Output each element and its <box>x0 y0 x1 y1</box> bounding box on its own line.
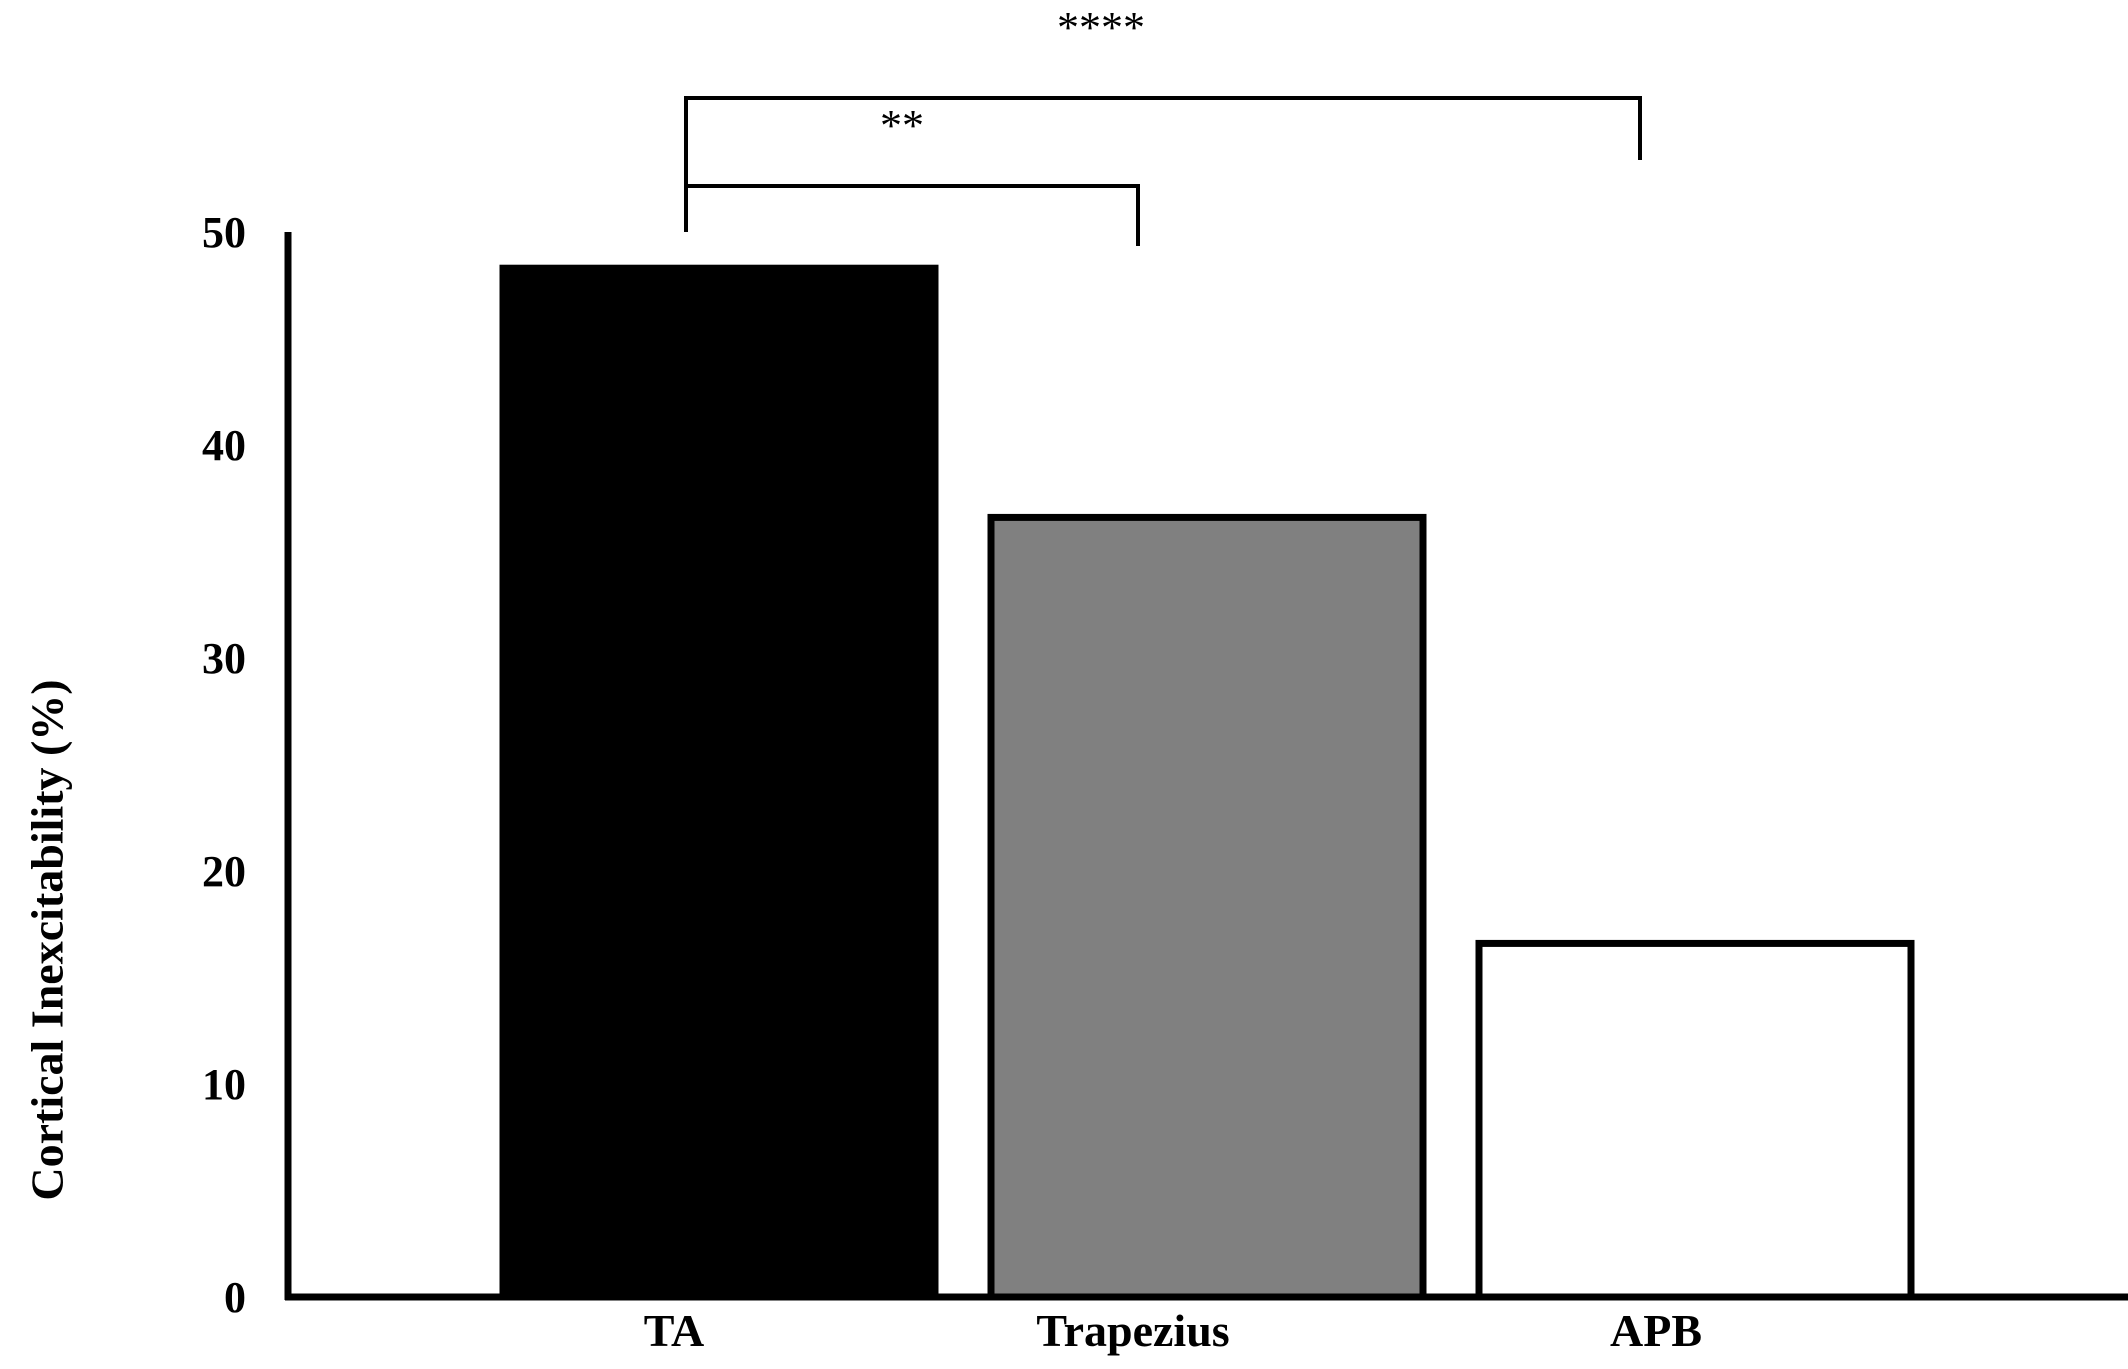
significance-bracket <box>684 96 1642 186</box>
y-tick-label: 30 <box>202 634 246 683</box>
y-axis-title: Cortical Inexcitability (%) <box>22 679 73 1200</box>
x-category-labels: TA Trapezius APB <box>644 1305 1702 1356</box>
y-tick-label: 10 <box>202 1060 246 1109</box>
y-tick-label: 0 <box>224 1273 246 1322</box>
x-category-label-trapezius: Trapezius <box>1036 1305 1229 1356</box>
y-tick-label: 20 <box>202 847 246 896</box>
significance-label: ** <box>880 101 924 150</box>
x-category-label-ta: TA <box>644 1305 705 1356</box>
significance-brackets: ****** <box>684 3 1642 246</box>
axes-layer <box>284 232 2128 1301</box>
bars-layer <box>499 264 1915 1301</box>
y-tick-label: 40 <box>202 421 246 470</box>
x-category-label-apb: APB <box>1610 1305 1702 1356</box>
bar-apb <box>1475 939 1915 1301</box>
significance-label: **** <box>1057 3 1145 52</box>
bar-ta <box>499 264 939 1301</box>
significance-bracket <box>684 184 1140 246</box>
bar-trapezius <box>987 513 1427 1301</box>
y-tick-label: 50 <box>202 208 246 257</box>
y-tick-labels: 0 10 20 30 40 50 <box>202 208 246 1322</box>
